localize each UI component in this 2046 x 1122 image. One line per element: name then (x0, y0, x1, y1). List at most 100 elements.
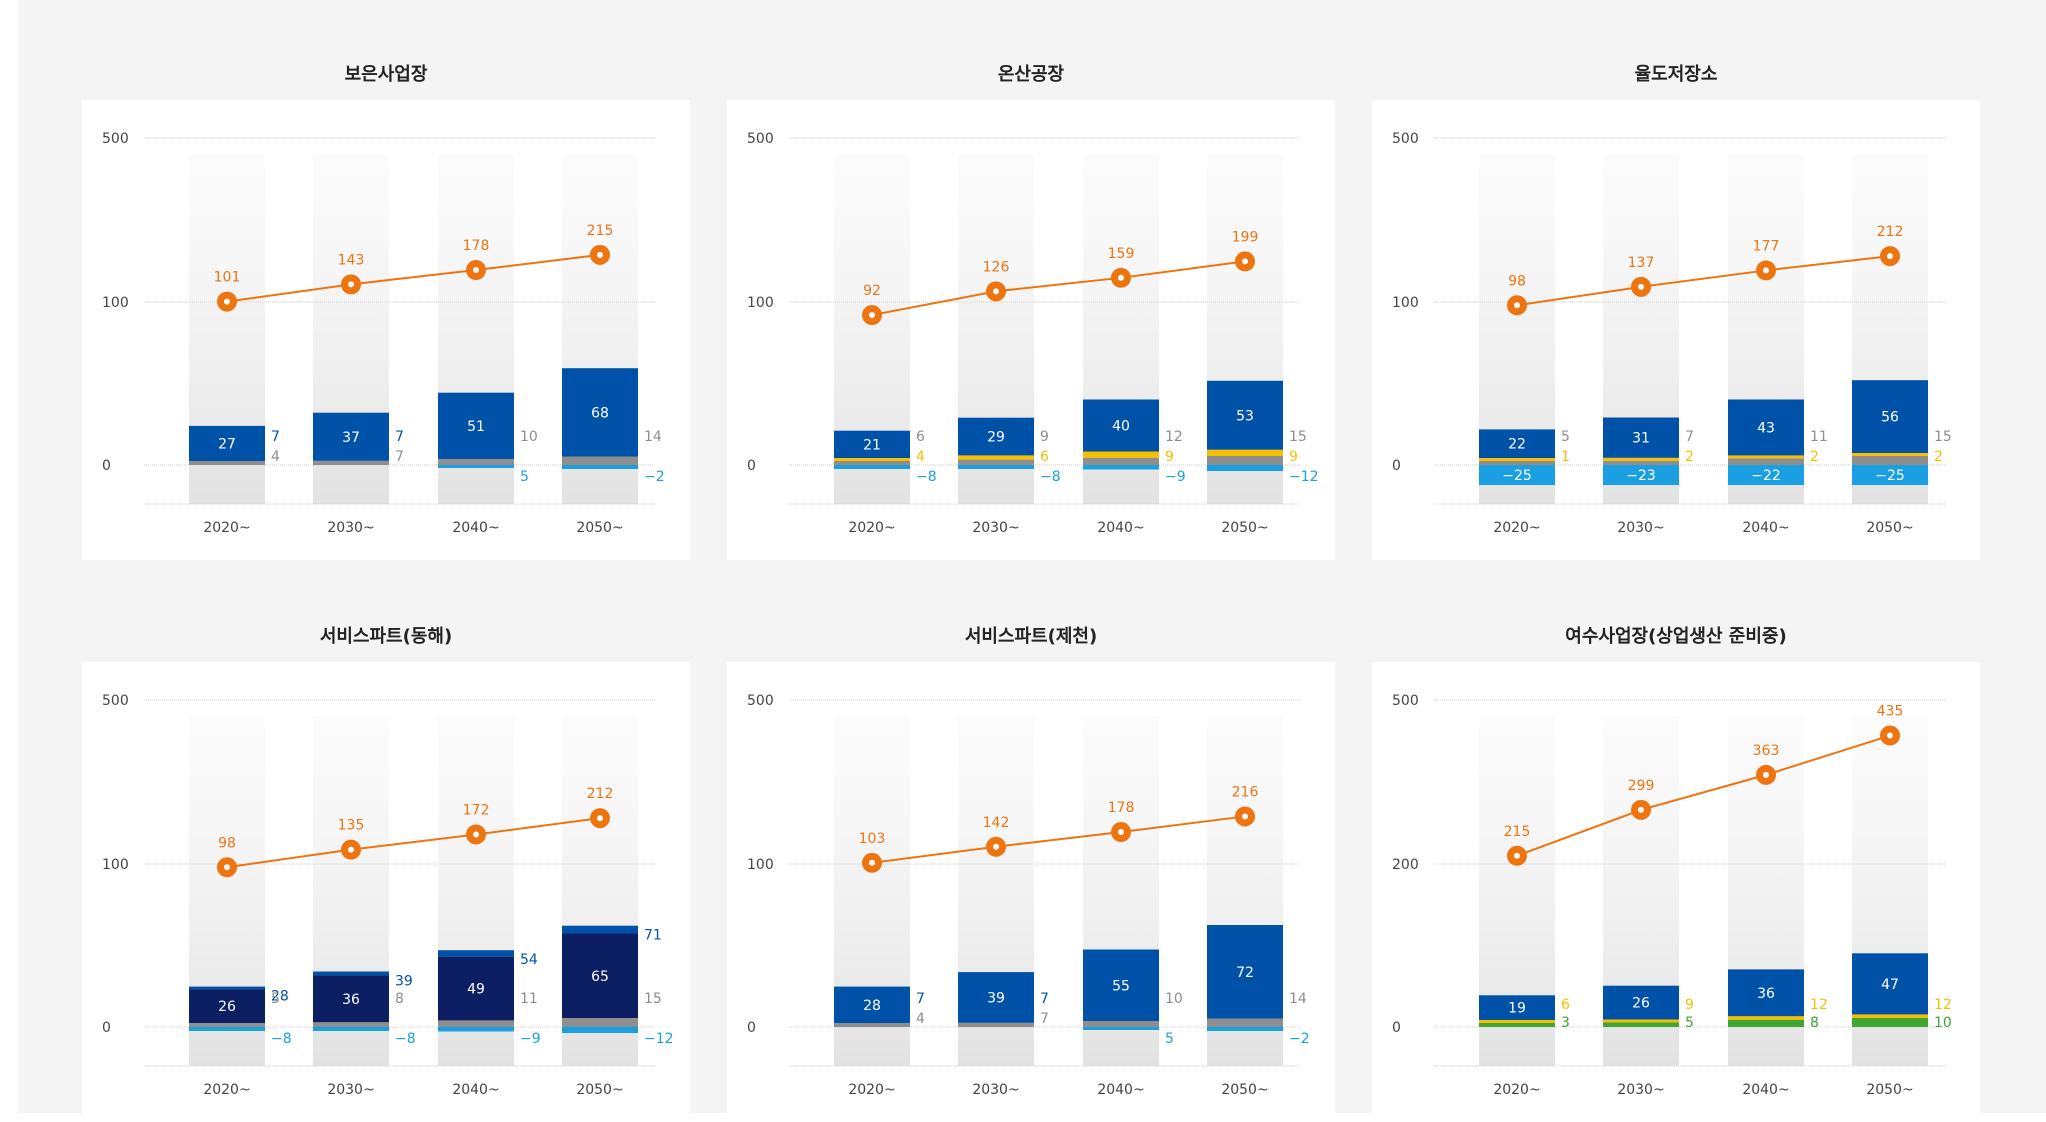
x-tick-label: 2020~ (1493, 520, 1540, 536)
bar-gray (1207, 1018, 1283, 1027)
line-value-label: 103 (859, 831, 886, 847)
bar-main (1852, 380, 1928, 453)
bar-side-label: 7 (271, 429, 280, 445)
line-value-label: 135 (338, 818, 365, 834)
x-tick-label: 2050~ (1221, 1082, 1268, 1098)
bar-main (189, 425, 265, 461)
chart-svg: 500 100 0 2020~ 2030~ 2040~ 2050~ 28 7 4 39 7 7 55 10 5… (747, 693, 1310, 1098)
line-point-center (993, 288, 999, 295)
line-value-label: 159 (1108, 246, 1135, 262)
chart-panel: 여수사업장(상업생산 준비중) 500 200 0 2020~ 2030~ 2040~ 205… (1372, 606, 1980, 1122)
line-value-label: 299 (1628, 778, 1655, 794)
bar-top-label: 28 (271, 989, 289, 1005)
bar-side-label: 9 (1289, 449, 1298, 465)
bar-main-label: 47 (1881, 977, 1899, 993)
line-point-center (993, 843, 999, 850)
x-tick-label: 2020~ (203, 1082, 250, 1098)
bar-side-label: −2 (1289, 1031, 1310, 1047)
bar-cyan (1083, 1027, 1159, 1030)
line-value-label: 435 (1877, 704, 1904, 720)
bar-side-label: 10 (520, 429, 538, 445)
chart-title: 서비스파트(동해) (319, 626, 453, 647)
x-tick-label: 2040~ (1742, 520, 1789, 536)
line-value-label: 172 (463, 802, 490, 818)
bar-main (834, 986, 910, 1023)
line-value-label: 215 (1504, 824, 1531, 840)
chart-card: 500 100 0 2020~ 2030~ 2040~ 2050~ 27 7 4 37 7 7 51 10 5… (82, 100, 690, 560)
x-tick-label: 2040~ (1742, 1082, 1789, 1098)
bar-side-label: 10 (1934, 1015, 1952, 1031)
bar-side-label: 15 (1934, 429, 1952, 445)
bar-side-label: 10 (1165, 991, 1183, 1007)
bar-top-label: 71 (644, 928, 662, 944)
bar-side-label: 8 (1810, 1015, 1819, 1031)
bar-top (189, 986, 265, 990)
bar-cyan (189, 1027, 265, 1031)
bar-gray (313, 460, 389, 465)
bar-side-label: 2 (1685, 449, 1694, 465)
line-point-center (869, 859, 875, 866)
x-tick-label: 2030~ (1617, 520, 1664, 536)
bar-side-label: 5 (1165, 1031, 1174, 1047)
line-value-label: 215 (587, 223, 614, 239)
y-tick-label: 500 (102, 693, 129, 709)
line-point-center (1887, 253, 1893, 260)
bar-cyan (313, 1027, 389, 1031)
chart-svg: 500 100 0 2020~ 2030~ 2040~ 2050~ 21 6 4 −8 29 9 6 −8 4… (747, 131, 1319, 536)
y-tick-label: 0 (747, 1020, 756, 1036)
bar-side-label: 12 (1934, 997, 1952, 1013)
y-tick-label: 500 (102, 131, 129, 147)
bar-yellow (1479, 1020, 1555, 1023)
x-tick-label: 2030~ (327, 520, 374, 536)
bar-top (438, 950, 514, 957)
y-tick-label: 100 (102, 857, 129, 873)
bar-main-label: 19 (1508, 1001, 1526, 1017)
line-point-center (597, 815, 603, 822)
bar-main (1728, 969, 1804, 1017)
bar-gray (438, 459, 514, 465)
bar-green (1603, 1022, 1679, 1027)
line-point-center (473, 831, 479, 838)
bar-side-label: 7 (395, 449, 404, 465)
line-point-center (1242, 813, 1248, 820)
bar-side-label: 5 (520, 469, 529, 485)
y-tick-label: 500 (747, 131, 774, 147)
y-tick-label: 100 (747, 295, 774, 311)
bar-main-label: 53 (1236, 408, 1254, 424)
bar-yellow (1728, 1016, 1804, 1020)
bar-side-label: 6 (1040, 449, 1049, 465)
bar-main-label: 36 (1757, 986, 1775, 1002)
bar-side-label: 9 (1040, 429, 1049, 445)
chart-svg: 500 100 0 2020~ 2030~ 2040~ 2050~ 28 26 5 −8 39 36 8 −… (102, 693, 674, 1098)
bar-main-label: 28 (863, 998, 881, 1014)
line-point-center (1118, 274, 1124, 281)
bar-green (1479, 1023, 1555, 1027)
bar-main-label: 56 (1881, 410, 1899, 426)
x-tick-label: 2050~ (1866, 520, 1913, 536)
bar-side-label: 12 (1810, 997, 1828, 1013)
chart-card: 500 100 0 2020~ 2030~ 2040~ 2050~ 21 6 4 −8 29 9 6 −8 4… (727, 100, 1335, 560)
line-point-center (1887, 732, 1893, 739)
line-point-center (1763, 771, 1769, 778)
bar-side-label: 14 (644, 429, 662, 445)
bar-main-label: 26 (1632, 996, 1650, 1012)
chart-title: 여수사업장(상업생산 준비중) (1565, 626, 1787, 647)
bar-cyan (1603, 465, 1679, 485)
bar-main-label: 27 (218, 436, 236, 452)
bar-side-label: 4 (916, 1011, 925, 1027)
bar-yellow (1479, 458, 1555, 461)
bar-yellow (834, 458, 910, 461)
bar-cyan (438, 465, 514, 468)
line-point-center (597, 251, 603, 258)
bar-main-label: 21 (863, 437, 881, 453)
bar-main (1083, 949, 1159, 1021)
x-tick-label: 2020~ (848, 520, 895, 536)
series-line (871, 260, 1246, 317)
bar-green (1852, 1018, 1928, 1027)
bar-side-label: 7 (395, 429, 404, 445)
chart-title: 보은사업장 (344, 64, 428, 85)
bar-main-label: 51 (467, 419, 485, 435)
line-point-center (348, 846, 354, 853)
bar-main (438, 956, 514, 1021)
